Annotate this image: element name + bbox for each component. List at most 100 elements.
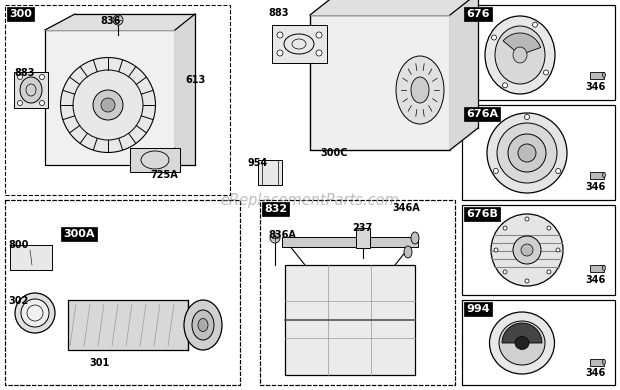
Bar: [462, 105, 615, 200]
Ellipse shape: [525, 279, 529, 283]
Polygon shape: [175, 14, 195, 165]
Text: 346: 346: [585, 275, 605, 285]
Ellipse shape: [40, 101, 45, 106]
Bar: [258, 160, 282, 185]
Text: 300: 300: [9, 9, 32, 19]
Ellipse shape: [21, 299, 49, 327]
Text: 676B: 676B: [466, 209, 498, 219]
Bar: [130, 148, 180, 172]
Ellipse shape: [603, 172, 606, 177]
Bar: [260, 200, 455, 385]
Ellipse shape: [485, 16, 555, 94]
Bar: [462, 205, 615, 295]
Circle shape: [270, 233, 280, 243]
Text: 302: 302: [8, 296, 29, 306]
Ellipse shape: [490, 312, 554, 374]
Bar: [310, 15, 450, 150]
Bar: [5, 5, 230, 195]
Ellipse shape: [316, 50, 322, 56]
Bar: [462, 205, 615, 295]
Bar: [462, 300, 615, 385]
Ellipse shape: [17, 101, 22, 106]
Ellipse shape: [411, 232, 419, 244]
Ellipse shape: [497, 123, 557, 183]
Bar: [590, 358, 604, 365]
Ellipse shape: [502, 83, 508, 88]
Ellipse shape: [508, 134, 546, 172]
Ellipse shape: [513, 47, 527, 63]
Ellipse shape: [277, 32, 283, 38]
Bar: [282, 237, 418, 247]
Ellipse shape: [396, 56, 444, 124]
Ellipse shape: [603, 360, 606, 365]
Ellipse shape: [192, 310, 214, 340]
Ellipse shape: [547, 226, 551, 230]
Text: 300C: 300C: [320, 148, 347, 158]
Ellipse shape: [411, 77, 429, 103]
Ellipse shape: [499, 321, 545, 365]
Wedge shape: [503, 33, 541, 55]
Text: 883: 883: [14, 68, 35, 78]
Text: 346: 346: [585, 82, 605, 92]
Ellipse shape: [198, 319, 208, 332]
Text: 346: 346: [585, 368, 605, 378]
Text: 832: 832: [264, 204, 287, 214]
Text: 725A: 725A: [150, 170, 178, 180]
Text: 676: 676: [466, 9, 490, 19]
Text: 836: 836: [100, 16, 120, 26]
Ellipse shape: [518, 144, 536, 162]
Bar: [590, 264, 604, 271]
Text: 300A: 300A: [63, 229, 94, 239]
Bar: [285, 265, 415, 375]
Ellipse shape: [487, 113, 567, 193]
Wedge shape: [502, 323, 542, 343]
Bar: [10, 245, 52, 270]
Text: 613: 613: [185, 75, 205, 85]
Bar: [5, 200, 240, 385]
Ellipse shape: [17, 74, 22, 80]
Bar: [272, 25, 327, 63]
Ellipse shape: [503, 270, 507, 274]
Polygon shape: [310, 0, 478, 15]
Ellipse shape: [515, 337, 529, 349]
Bar: [68, 300, 188, 350]
Ellipse shape: [184, 300, 222, 350]
Bar: [590, 172, 604, 179]
Polygon shape: [45, 14, 195, 30]
Ellipse shape: [494, 248, 498, 252]
Bar: [590, 71, 604, 78]
Ellipse shape: [603, 266, 606, 271]
Ellipse shape: [513, 236, 541, 264]
Ellipse shape: [404, 246, 412, 258]
Ellipse shape: [603, 73, 606, 78]
Bar: [260, 200, 455, 385]
Ellipse shape: [525, 217, 529, 221]
Ellipse shape: [491, 214, 563, 286]
Ellipse shape: [101, 98, 115, 112]
Text: 836A: 836A: [268, 230, 296, 240]
Bar: [5, 200, 240, 385]
Text: 346A: 346A: [392, 203, 420, 213]
Text: 301: 301: [90, 358, 110, 368]
Ellipse shape: [495, 26, 545, 84]
Ellipse shape: [61, 57, 156, 152]
Ellipse shape: [525, 115, 529, 119]
Bar: [356, 228, 370, 248]
Text: 346: 346: [585, 182, 605, 192]
Circle shape: [113, 15, 123, 25]
Bar: [462, 105, 615, 200]
Text: 800: 800: [8, 240, 29, 250]
Bar: [462, 300, 615, 385]
Ellipse shape: [503, 226, 507, 230]
Text: 994: 994: [466, 304, 490, 314]
Bar: [45, 30, 175, 165]
Text: 954: 954: [247, 158, 267, 168]
Ellipse shape: [93, 90, 123, 120]
Ellipse shape: [556, 168, 560, 174]
Ellipse shape: [547, 270, 551, 274]
Polygon shape: [450, 0, 478, 150]
Text: eReplacementParts.com: eReplacementParts.com: [221, 193, 399, 207]
Ellipse shape: [15, 293, 55, 333]
Ellipse shape: [20, 77, 42, 103]
Ellipse shape: [544, 70, 549, 75]
